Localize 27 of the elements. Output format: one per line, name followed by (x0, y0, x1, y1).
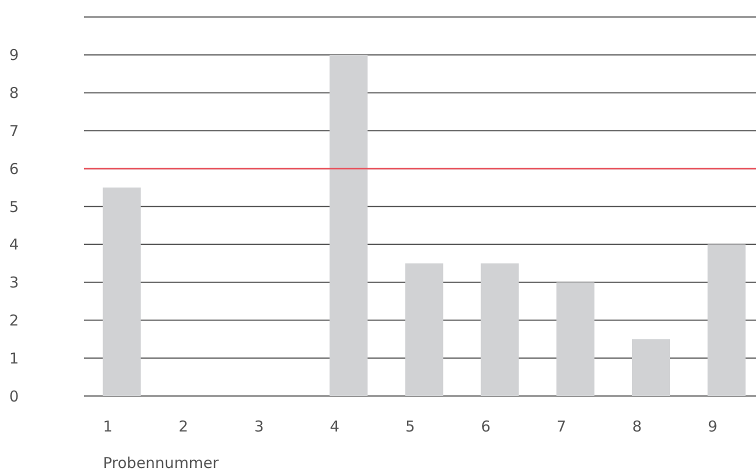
x-tick-label: 5 (405, 417, 415, 436)
bar (708, 244, 746, 396)
x-tick-label: 4 (330, 417, 340, 436)
y-tick-label: 7 (9, 122, 19, 140)
y-tick-label: 0 (9, 387, 19, 406)
y-tick-label: 6 (9, 160, 19, 178)
y-tick-label: 8 (9, 84, 19, 102)
x-tick-label: 7 (556, 417, 566, 436)
bar (405, 263, 444, 396)
y-tick-label: 2 (9, 311, 19, 330)
bar (330, 54, 368, 396)
x-tick-label: 9 (708, 417, 718, 436)
y-tick-label: 4 (9, 236, 19, 254)
y-tick-label: 3 (9, 274, 19, 292)
x-tick-label: 3 (254, 417, 264, 436)
y-tick-label: 9 (9, 46, 19, 64)
y-tick-label: 1 (9, 349, 19, 368)
x-tick-label: 2 (178, 417, 188, 436)
x-axis-title: Probennummer (103, 454, 220, 472)
bar (632, 339, 670, 396)
x-tick-label: 6 (481, 417, 491, 436)
bar (102, 188, 141, 396)
y-tick-label: 5 (9, 198, 19, 216)
bar (480, 263, 519, 396)
x-tick-label: 8 (632, 417, 642, 436)
bar (556, 282, 594, 396)
x-tick-label: 1 (103, 417, 113, 436)
